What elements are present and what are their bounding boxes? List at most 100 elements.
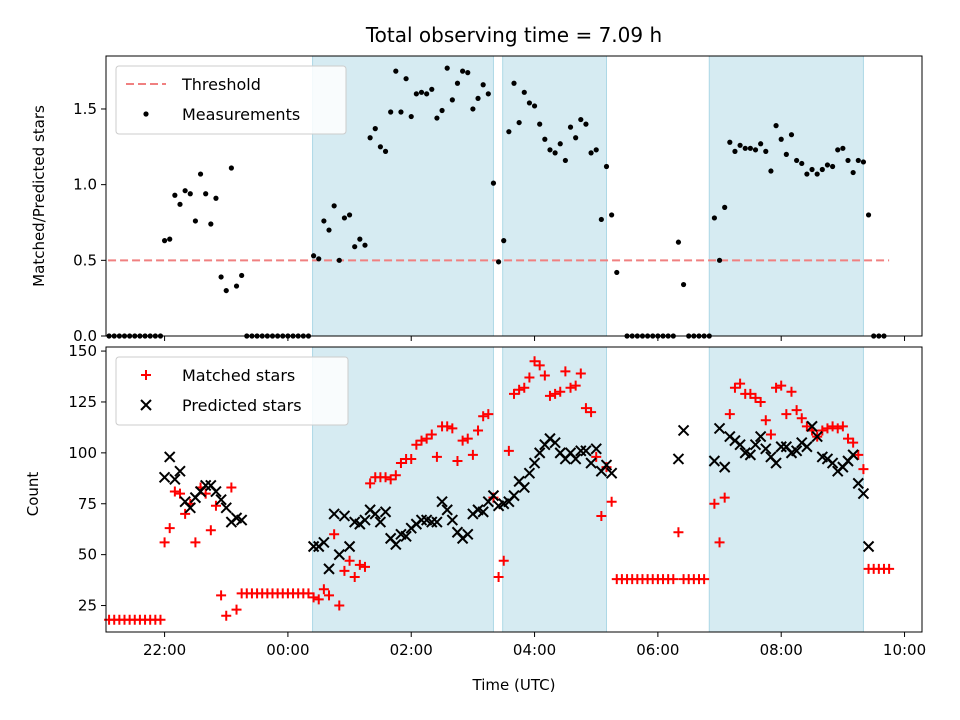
measurement-point [680, 281, 687, 288]
measurement-point [233, 283, 240, 289]
predicted-point [770, 457, 782, 469]
matched-point [390, 470, 401, 481]
measurement-point [747, 145, 753, 151]
measurement-point [865, 212, 872, 218]
matched-point [190, 537, 201, 548]
matched-point [796, 413, 807, 424]
matched-point [729, 382, 740, 393]
matched-point [858, 464, 869, 475]
matched-point [750, 392, 761, 403]
measurement-point [172, 192, 178, 198]
predicted-point [744, 449, 757, 461]
matched-point [431, 451, 442, 462]
matched-point [155, 614, 166, 625]
predicted-point [400, 530, 412, 543]
matched-point [395, 458, 406, 469]
matched-point [827, 421, 838, 432]
predicted-point [806, 420, 818, 433]
predicted-point [508, 489, 520, 502]
measurement-point [393, 68, 399, 74]
matched-point [832, 423, 843, 434]
predicted-point [436, 496, 448, 508]
predicted-point [328, 508, 340, 520]
legend-entry-label: Matched stars [182, 366, 295, 385]
matched-point [524, 372, 535, 383]
matched-point [416, 435, 427, 446]
predicted-point [415, 514, 428, 526]
matched-point [560, 366, 571, 377]
matched-point [467, 449, 478, 460]
measurement-point [367, 135, 373, 141]
measurement-point [578, 116, 584, 123]
matched-point [216, 590, 227, 601]
matched-point [801, 421, 812, 432]
measurement-point [768, 168, 774, 174]
matched-point [837, 421, 848, 432]
count-axes-frame [105, 346, 923, 633]
matched-point [221, 610, 232, 621]
predicted-point [338, 510, 351, 522]
predicted-point [343, 540, 356, 553]
predicted-point [708, 455, 721, 467]
legend [115, 65, 347, 135]
predicted-point [713, 422, 726, 435]
measurement-point [794, 157, 800, 164]
predicted-point [426, 516, 438, 528]
predicted-point [174, 465, 186, 477]
matched-point [313, 594, 324, 605]
matched-point [380, 472, 391, 483]
matched-point [791, 405, 802, 416]
measurement-point [732, 148, 738, 154]
measurement-point [567, 124, 574, 130]
predicted-point [549, 436, 561, 449]
predicted-point [569, 453, 582, 465]
matched-point [709, 498, 720, 509]
predicted-point [369, 508, 381, 520]
predicted-point [164, 451, 176, 463]
observing-window [708, 346, 864, 633]
predicted-point [590, 443, 602, 455]
legend-predicted-swatch [140, 399, 152, 411]
matched-point [534, 360, 545, 371]
measurement-point [711, 215, 718, 221]
predicted-point [672, 453, 685, 465]
predicted-point [585, 457, 597, 469]
matched-point [509, 388, 519, 399]
predicted-point [862, 540, 875, 553]
measurement-point [310, 253, 317, 259]
matched-point [169, 486, 180, 497]
measurement-point [850, 169, 856, 176]
measurement-point [799, 160, 805, 167]
measurement-point [346, 212, 353, 218]
predicted-point [307, 540, 320, 553]
y-tick-label: 0.5 [73, 251, 97, 269]
matched-point [724, 409, 735, 420]
measurement-point [444, 65, 450, 71]
measurement-point [788, 132, 795, 138]
matched-point [771, 382, 782, 393]
matched-point [503, 445, 514, 456]
matched-point [575, 368, 586, 379]
matched-point [848, 437, 859, 448]
measurement-point [773, 123, 779, 129]
measurement-point [583, 121, 589, 127]
ratio-y-axis-label: Matched/Predicted stars [30, 105, 48, 287]
matched-point [324, 590, 335, 601]
matched-point [714, 537, 725, 548]
matched-point [426, 429, 437, 440]
y-tick-label: 125 [68, 393, 97, 411]
matched-point [473, 425, 484, 436]
measurement-point [557, 141, 563, 147]
measurement-point [208, 221, 214, 227]
matched-point [462, 433, 473, 444]
matched-point [781, 409, 792, 420]
ratio-panel: 0.0 0.5 1.0 1.5 Threshold Measurements [73, 55, 923, 345]
x-axis-label: Time (UTC) [472, 676, 556, 694]
predicted-point [215, 493, 227, 506]
matched-point [478, 411, 489, 422]
matched-point [493, 572, 504, 583]
legend-matched-swatch [141, 370, 151, 380]
count-y-axis-label: Count [24, 472, 42, 517]
matched-point [385, 474, 396, 485]
